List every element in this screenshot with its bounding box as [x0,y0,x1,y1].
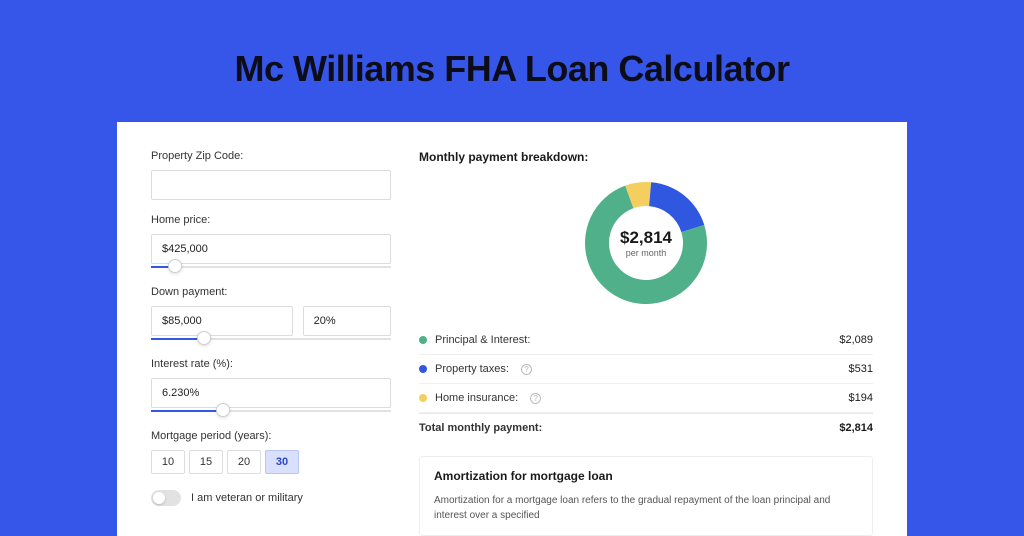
legend-dot [419,394,427,402]
legend-total-value: $2,814 [839,422,873,434]
veteran-toggle-knob [153,492,165,504]
mortgage-period-label: Mortgage period (years): [151,430,391,442]
period-option-30[interactable]: 30 [265,450,299,474]
zip-label: Property Zip Code: [151,150,391,162]
veteran-toggle-row: I am veteran or military [151,490,391,506]
interest-rate-slider[interactable] [151,406,391,416]
legend-value: $194 [849,392,873,404]
period-option-20[interactable]: 20 [227,450,261,474]
legend-dot [419,336,427,344]
interest-rate-label: Interest rate (%): [151,358,391,370]
legend: Principal & Interest: $2,089 Property taxe… [419,326,873,442]
amortization-box: Amortization for mortgage loan Amortizat… [419,456,873,536]
legend-value: $2,089 [839,334,873,346]
down-payment-group: Down payment: [151,286,391,344]
legend-label: Home insurance: [435,392,518,404]
legend-total-row: Total monthly payment: $2,814 [419,413,873,442]
down-payment-slider[interactable] [151,334,391,344]
amortization-title: Amortization for mortgage loan [434,469,858,483]
donut-sub: per month [626,248,667,258]
donut-chart-wrap: $2,814 per month [419,178,873,308]
results-panel: Monthly payment breakdown: $2,814 per mo… [419,150,873,536]
down-payment-label: Down payment: [151,286,391,298]
info-icon[interactable]: ? [530,393,541,404]
mortgage-period-group: Mortgage period (years): 10152030 [151,430,391,474]
amortization-body: Amortization for a mortgage loan refers … [434,493,858,523]
page-title: Mc Williams FHA Loan Calculator [117,48,907,90]
donut-amount: $2,814 [620,228,672,248]
period-option-10[interactable]: 10 [151,450,185,474]
period-option-15[interactable]: 15 [189,450,223,474]
donut-center: $2,814 per month [581,178,711,308]
home-price-group: Home price: [151,214,391,272]
home-price-label: Home price: [151,214,391,226]
veteran-toggle-label: I am veteran or military [191,492,303,504]
zip-field-group: Property Zip Code: [151,150,391,200]
legend-row-0: Principal & Interest: $2,089 [419,326,873,355]
legend-row-2: Home insurance:? $194 [419,384,873,413]
legend-total-label: Total monthly payment: [419,422,542,434]
legend-row-1: Property taxes:? $531 [419,355,873,384]
breakdown-title: Monthly payment breakdown: [419,150,873,164]
calculator-card: Property Zip Code: Home price: Down paym… [117,122,907,536]
info-icon[interactable]: ? [521,364,532,375]
home-price-input[interactable] [151,234,391,264]
down-payment-slider-thumb[interactable] [197,331,211,345]
interest-rate-input[interactable] [151,378,391,408]
zip-input[interactable] [151,170,391,200]
legend-value: $531 [849,363,873,375]
interest-rate-slider-thumb[interactable] [216,403,230,417]
interest-rate-group: Interest rate (%): [151,358,391,416]
veteran-toggle[interactable] [151,490,181,506]
down-payment-amount-input[interactable] [151,306,293,336]
legend-label: Property taxes: [435,363,509,375]
legend-label: Principal & Interest: [435,334,530,346]
home-price-slider-thumb[interactable] [168,259,182,273]
home-price-slider[interactable] [151,262,391,272]
mortgage-period-options: 10152030 [151,450,391,474]
form-panel: Property Zip Code: Home price: Down paym… [151,150,391,536]
legend-dot [419,365,427,373]
down-payment-percent-input[interactable] [303,306,391,336]
donut-chart: $2,814 per month [581,178,711,308]
